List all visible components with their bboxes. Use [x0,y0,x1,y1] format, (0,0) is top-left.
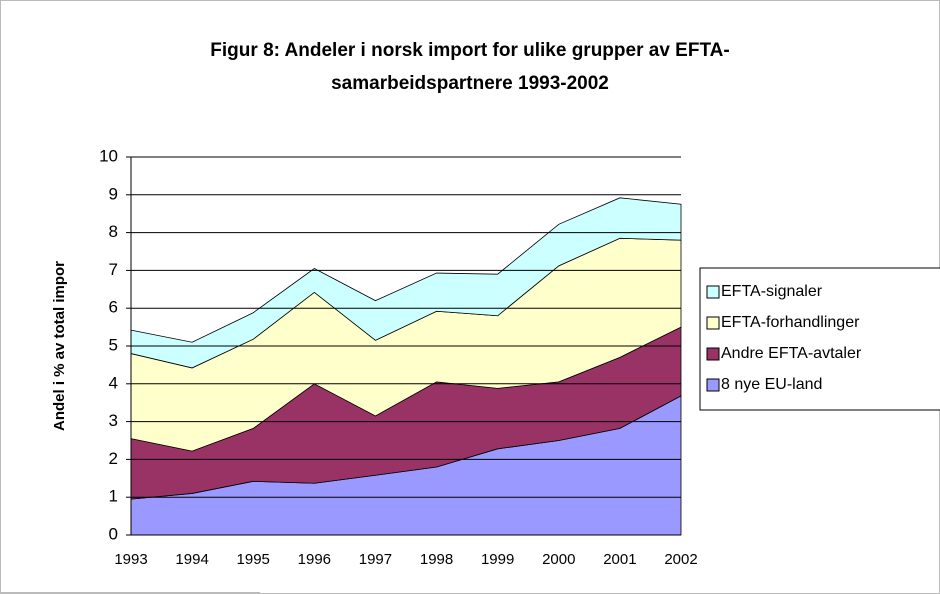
y-tick-label: 8 [109,222,118,241]
y-axis-label: Andel i % av total impor [51,261,68,431]
chart-title: samarbeidspartnere 1993-2002 [331,73,609,94]
legend-swatch [706,347,720,361]
y-tick-label: 0 [109,524,118,543]
x-tick-label: 1994 [175,551,208,568]
y-tick-label: 5 [109,335,118,354]
y-tick-label: 1 [109,487,118,506]
y-tick-label: 7 [109,260,118,279]
legend-swatch [706,285,720,299]
x-tick-label: 2000 [542,551,575,568]
x-tick-label: 1997 [359,551,392,568]
x-tick-label: 1993 [114,551,147,568]
chart-title: Figur 8: Andeler i norsk import for ulik… [210,40,729,61]
y-tick-label: 6 [109,298,118,317]
x-tick-label: 2001 [603,551,636,568]
legend-label: EFTA-signaler [721,283,823,300]
legend-box [699,267,940,411]
legend-swatch [706,316,720,330]
x-tick-label: 1995 [237,551,270,568]
legend-label: Andre EFTA-avtaler [721,345,862,362]
frame-edge [0,592,260,594]
x-tick-label: 1996 [298,551,331,568]
y-tick-label: 3 [109,411,118,430]
x-tick-label: 1999 [481,551,514,568]
y-tick-label: 4 [109,373,118,392]
legend-swatch [706,378,720,392]
legend-label: 8 nye EU-land [721,376,822,393]
y-tick-label: 10 [99,146,118,165]
y-tick-label: 9 [109,184,118,203]
x-tick-label: 2002 [664,551,697,568]
y-tick-label: 2 [109,449,118,468]
area [130,197,682,369]
legend-label: EFTA-forhandlinger [721,314,860,331]
x-tick-label: 1998 [420,551,453,568]
